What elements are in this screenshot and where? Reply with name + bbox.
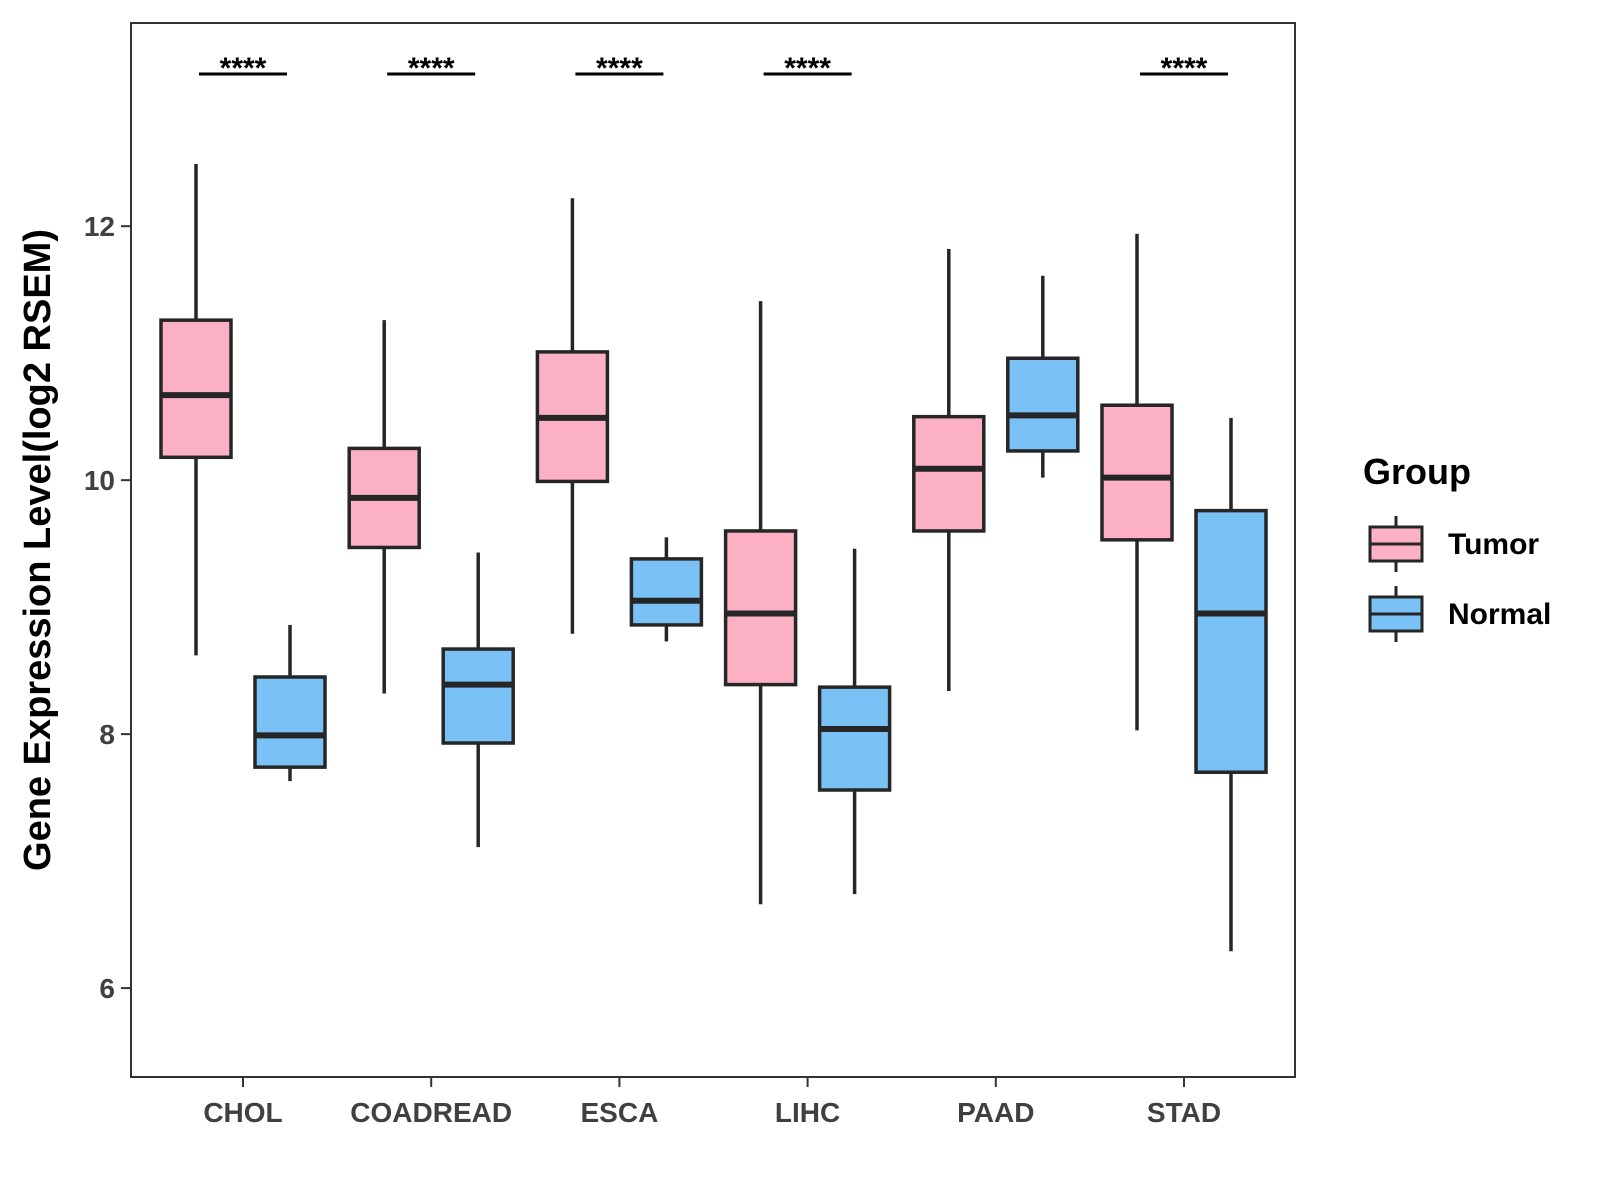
legend-label-normal: Normal: [1448, 598, 1551, 631]
legend-label-tumor: Tumor: [1448, 528, 1539, 561]
y-tick-label: 6: [99, 973, 115, 1004]
x-axis: CHOL COADREAD ESCA LIHC PAAD STAD: [203, 1077, 1221, 1128]
significance-annotations: **** **** **** **** ****: [199, 52, 1228, 85]
box-normal-paad: [1006, 275, 1080, 478]
legend-key-tumor: Tumor: [1368, 516, 1539, 572]
box-normal-chol: [253, 624, 327, 782]
significance-label: ****: [596, 52, 643, 85]
box-body: [441, 647, 515, 745]
box-group: [159, 163, 1268, 952]
box-normal-esca: [629, 537, 704, 642]
legend-title: Group: [1363, 451, 1471, 492]
box-normal-coadread: [441, 552, 515, 848]
x-tick-label: LIHC: [775, 1097, 840, 1128]
legend-key-normal: Normal: [1368, 586, 1551, 642]
box-body: [159, 318, 233, 460]
box-tumor-coadread: [347, 320, 421, 694]
plot-panel: [130, 22, 1296, 1078]
x-tick-label: COADREAD: [350, 1097, 512, 1128]
x-tick-label: ESCA: [581, 1097, 659, 1128]
legend: Group Tumor Normal: [1363, 451, 1551, 642]
box-body: [912, 414, 986, 533]
y-tick-label: 12: [84, 211, 115, 242]
y-axis-title: Gene Expression Level(log2 RSEM): [17, 229, 59, 871]
box-tumor-paad: [912, 249, 986, 691]
significance-label: ****: [1161, 52, 1208, 85]
box-tumor-chol: [159, 163, 233, 656]
box-body: [817, 685, 892, 792]
box-normal-stad: [1194, 417, 1268, 952]
significance-label: ****: [220, 52, 267, 85]
box-body: [723, 529, 798, 687]
box-body: [629, 557, 704, 627]
box-tumor-lihc: [723, 301, 798, 905]
significance-label: ****: [408, 52, 455, 85]
box-body: [253, 675, 327, 769]
significance-label: ****: [784, 52, 831, 85]
y-tick-label: 10: [84, 465, 115, 496]
x-tick-label: STAD: [1147, 1097, 1221, 1128]
box-body: [1006, 356, 1080, 453]
box-body: [1194, 508, 1268, 774]
box-body: [1100, 403, 1174, 542]
box-tumor-esca: [535, 198, 610, 634]
x-tick-label: CHOL: [203, 1097, 282, 1128]
y-axis: 6 8 10 12: [84, 211, 131, 1004]
x-tick-label: PAAD: [957, 1097, 1034, 1128]
y-tick-label: 8: [99, 719, 115, 750]
box-tumor-stad: [1100, 233, 1174, 731]
box-normal-lihc: [817, 548, 892, 895]
